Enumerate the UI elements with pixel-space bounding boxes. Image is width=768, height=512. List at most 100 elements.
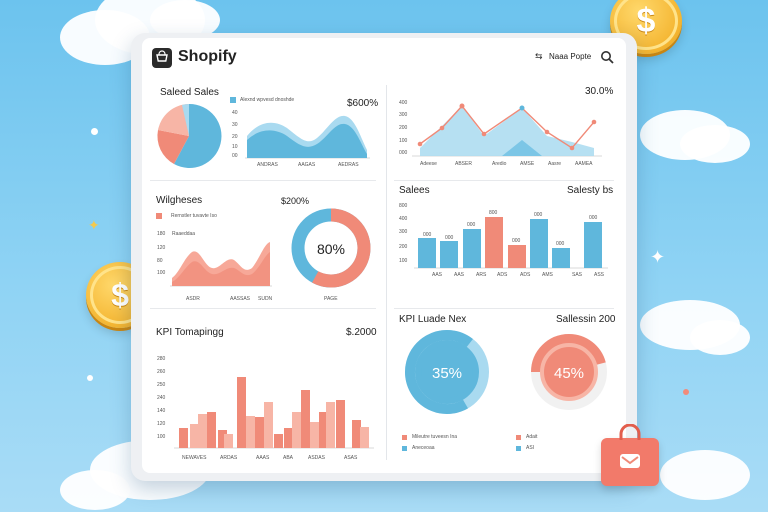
line-series xyxy=(419,104,595,149)
panel1-ylabel: 40 xyxy=(232,110,238,116)
cloud xyxy=(60,470,130,510)
panel3-subtext: Raaeddaa xyxy=(172,231,196,237)
bar xyxy=(552,248,570,268)
bar xyxy=(530,219,548,268)
panel3-donut-chart xyxy=(291,208,371,288)
legend-swatch xyxy=(230,97,236,103)
pie-slice xyxy=(158,104,189,136)
panel6-legend: Mileutre tuveesn Ina xyxy=(412,434,458,440)
search-icon[interactable] xyxy=(600,50,614,64)
panel5-xlabel: ASDAS xyxy=(308,455,325,461)
panel2-ylabel: 400 xyxy=(399,100,408,106)
panel6-legend: ASI xyxy=(526,445,535,451)
bar-value-label: 800 xyxy=(489,210,498,216)
panel4-ylabel: 800 xyxy=(399,203,408,209)
panel5-ylabel: 250 xyxy=(157,382,166,388)
bar-value-label: 000 xyxy=(556,241,565,247)
panel4-xlabel: ADS xyxy=(520,272,531,278)
panel5-xlabel: AAAS xyxy=(256,455,270,461)
bar xyxy=(326,402,335,448)
nav-arrows-icon: ⇆ xyxy=(535,51,543,61)
donut-segment xyxy=(531,334,607,410)
panel1-ylabel: 30 xyxy=(232,122,238,128)
panel1-pie-chart xyxy=(157,103,222,168)
panel3-donut-label: 80% xyxy=(316,241,346,257)
panel4-xlabel: AAS xyxy=(432,272,443,278)
panel4-title: Salees xyxy=(399,185,430,196)
panel5-ylabel: 240 xyxy=(157,395,166,401)
data-point xyxy=(591,119,597,125)
bar-value-label: 000 xyxy=(445,235,454,241)
panel5-ylabel: 280 xyxy=(157,356,166,362)
panel1-legend: Alexnd wpvesd dnoshde xyxy=(240,97,295,103)
bar xyxy=(352,420,361,448)
panel3-title: Wilgheses xyxy=(156,195,203,206)
bar xyxy=(310,422,319,448)
panel3-xlabel: SUDN xyxy=(258,296,273,302)
data-point xyxy=(439,125,445,131)
panel2-value: 30.0% xyxy=(585,86,614,97)
panel5-ylabel: 100 xyxy=(157,434,166,440)
panel5-bar-chart xyxy=(174,377,374,449)
panel3-ylabel: 180 xyxy=(157,231,166,237)
panel2-ylabel: 000 xyxy=(399,150,408,156)
panel4-ylabel: 200 xyxy=(399,244,408,250)
cloud xyxy=(680,125,750,163)
dot xyxy=(91,128,98,135)
panel4-ylabel: 100 xyxy=(399,258,408,264)
row-divider xyxy=(394,180,614,181)
panel2-xlabel: ABSER xyxy=(455,161,472,167)
panel5-title: KPI Tomapingg xyxy=(156,327,224,338)
bar xyxy=(255,417,264,448)
data-point xyxy=(519,105,525,111)
brand-name: Shopify xyxy=(178,48,237,65)
panel6-title: KPI Luade Nex xyxy=(399,314,467,325)
cloud xyxy=(660,450,750,500)
column-divider xyxy=(386,85,387,460)
bar-value-label: 000 xyxy=(589,215,598,221)
donut-segment xyxy=(291,208,371,288)
bar xyxy=(418,238,436,268)
panel4-xlabel: SAS xyxy=(572,272,583,278)
panel2-line-chart xyxy=(412,103,602,157)
panel5-xlabel: ARDAS xyxy=(220,455,238,461)
panel5-ylabel: 140 xyxy=(157,408,166,414)
panel4-xlabel: ARS xyxy=(476,272,487,278)
donut-segment xyxy=(405,330,489,414)
bar xyxy=(301,390,310,448)
panel3-ylabel: 120 xyxy=(157,245,166,251)
panel2-xlabel: AMSE xyxy=(520,161,535,167)
area-series xyxy=(247,123,367,158)
bar xyxy=(284,428,293,448)
panel3-legend: Rernstler tuvavte Iso xyxy=(171,213,217,219)
panel1-xlabel: AEDRAS xyxy=(338,162,359,168)
dot xyxy=(87,375,93,381)
bar xyxy=(246,416,255,448)
panel6-legend: Adait xyxy=(526,434,538,440)
panel2-ylabel: 100 xyxy=(399,138,408,144)
panel3-ylabel: 100 xyxy=(157,270,166,276)
panel3-xlabel: AASSAS xyxy=(230,296,251,302)
legend-swatch xyxy=(402,446,407,451)
bar-value-label: 000 xyxy=(467,222,476,228)
nav-text[interactable]: Naaa Popte xyxy=(549,52,592,61)
bar xyxy=(198,414,207,448)
pie-slice xyxy=(174,103,222,168)
data-point xyxy=(417,141,423,147)
panel2-xlabel: Adeese xyxy=(420,161,437,167)
panel6-donut-chart-1 xyxy=(405,330,489,414)
bar xyxy=(584,222,602,268)
panel6-donut1-label: 35% xyxy=(431,365,463,382)
panel2-ylabel: 300 xyxy=(399,112,408,118)
pie-slice xyxy=(182,104,189,136)
panel5-xlabel: ABA xyxy=(283,455,294,461)
panel1-xlabel: ANDRAS xyxy=(257,162,278,168)
panel1-area-chart xyxy=(245,115,370,159)
data-point xyxy=(544,129,550,135)
legend-swatch xyxy=(156,213,162,219)
area-series xyxy=(502,140,542,156)
bar xyxy=(463,229,481,268)
bar xyxy=(218,430,227,448)
panel1-ylabel: 10 xyxy=(232,144,238,150)
bar xyxy=(264,402,273,448)
